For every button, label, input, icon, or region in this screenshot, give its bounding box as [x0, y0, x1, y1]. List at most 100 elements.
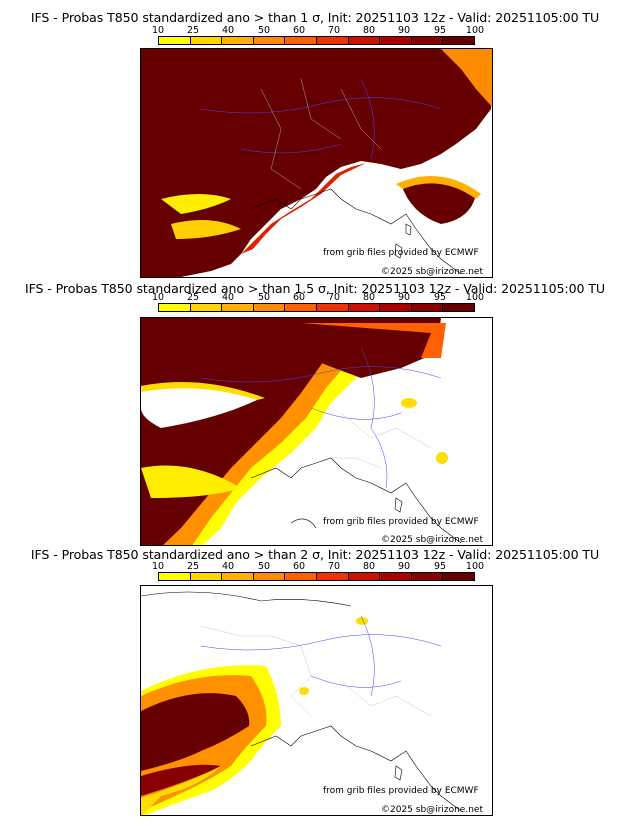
colorbar-segment	[253, 573, 286, 580]
tick-label: 40	[221, 561, 235, 572]
credit-copyright: ©2025 sb@irizone.net	[381, 267, 483, 277]
tick-label: 90	[397, 292, 411, 303]
tick-label: 95	[433, 561, 447, 572]
tick-label: 100	[465, 25, 485, 36]
colorbar-segment	[159, 37, 191, 44]
prob-field-islands	[161, 194, 231, 214]
colorbar-segment	[348, 304, 381, 311]
tick-label: 60	[292, 561, 306, 572]
panel-1-colorbar-ticks: 10 25 40 50 60 70 80 90 95 100	[152, 25, 484, 36]
colorbar-segment	[285, 573, 317, 580]
rivers	[200, 347, 442, 489]
tick-label: 50	[257, 25, 271, 36]
tick-label: 25	[186, 25, 200, 36]
panel-1-map: from grib files provided by ECMWF ©2025 …	[140, 48, 493, 278]
tick-label: 90	[397, 561, 411, 572]
colorbar-segment	[348, 573, 381, 580]
prob-field-corner	[441, 49, 492, 107]
tick-label: 80	[362, 292, 376, 303]
coastlines	[250, 188, 462, 275]
credit-source: from grib files provided by ECMWF	[323, 248, 479, 258]
tick-label: 60	[292, 25, 306, 36]
tick-label: 10	[151, 292, 165, 303]
tick-label: 100	[465, 561, 485, 572]
coastlines	[141, 591, 462, 812]
tick-label: 80	[362, 561, 376, 572]
panel-2-title: IFS - Probas T850 standardized ano > tha…	[24, 281, 606, 296]
prob-field-gap-rim	[141, 382, 265, 400]
prob-field-band-dark	[141, 693, 250, 771]
tick-label: 90	[397, 25, 411, 36]
colorbar-segment	[348, 37, 381, 44]
tick-label: 10	[151, 25, 165, 36]
colorbar-segment	[411, 573, 444, 580]
colorbar-segment	[443, 37, 474, 44]
colorbar-segment	[285, 304, 317, 311]
tick-label: 95	[433, 292, 447, 303]
prob-field-gap	[141, 384, 261, 428]
colorbar-segment	[159, 304, 191, 311]
colorbar-segment	[411, 37, 444, 44]
panel-3-colorbar	[158, 572, 475, 581]
colorbar-segment	[159, 573, 191, 580]
prob-field-spot	[356, 617, 368, 625]
tick-label: 10	[151, 561, 165, 572]
prob-field-90	[141, 49, 492, 277]
rivers	[200, 78, 442, 160]
tick-label: 25	[186, 561, 200, 572]
panel-2-colorbar	[158, 303, 475, 312]
coastlines	[250, 457, 462, 544]
colorbar-segment	[316, 304, 349, 311]
colorbar-segment	[253, 37, 286, 44]
colorbar-segment	[443, 573, 474, 580]
prob-field-south	[141, 465, 241, 498]
borders	[331, 412, 432, 469]
credit-copyright: ©2025 sb@irizone.net	[381, 535, 483, 545]
panel-3-colorbar-ticks: 10 25 40 50 60 70 80 90 95 100	[152, 561, 484, 572]
panel-3-map: from grib files provided by ECMWF ©2025 …	[140, 585, 493, 816]
colorbar-segment	[190, 304, 223, 311]
prob-field-spot	[436, 452, 448, 464]
tick-label: 50	[257, 292, 271, 303]
tick-label: 70	[327, 292, 341, 303]
colorbar-segment	[380, 573, 412, 580]
borders	[260, 78, 382, 190]
colorbar-segment	[443, 304, 474, 311]
tick-label: 70	[327, 561, 341, 572]
credit-source: from grib files provided by ECMWF	[323, 786, 479, 796]
panel-1-title: IFS - Probas T850 standardized ano > tha…	[30, 10, 600, 25]
prob-field-spot	[299, 687, 309, 695]
rivers	[200, 615, 442, 697]
panel-3-title: IFS - Probas T850 standardized ano > tha…	[30, 547, 600, 562]
tick-label: 40	[221, 25, 235, 36]
tick-label: 25	[186, 292, 200, 303]
colorbar-segment	[222, 37, 254, 44]
colorbar-segment	[190, 573, 223, 580]
prob-field-south	[141, 764, 221, 796]
colorbar-segment	[190, 37, 223, 44]
colorbar-segment	[285, 37, 317, 44]
tick-label: 40	[221, 292, 235, 303]
prob-field-south-rim	[141, 766, 221, 815]
colorbar-segment	[316, 573, 349, 580]
prob-field-edge	[241, 163, 366, 254]
tick-label: 80	[362, 25, 376, 36]
colorbar-segment	[316, 37, 349, 44]
tick-label: 60	[292, 292, 306, 303]
tick-label: 100	[465, 292, 485, 303]
panel-2-colorbar-ticks: 10 25 40 50 60 70 80 90 95 100	[152, 292, 484, 303]
prob-field-islands	[171, 220, 241, 239]
colorbar-segment	[222, 573, 254, 580]
colorbar-segment	[380, 37, 412, 44]
credit-source: from grib files provided by ECMWF	[323, 517, 479, 527]
prob-field-east	[401, 178, 476, 224]
prob-field-spot	[401, 398, 417, 408]
prob-field-north	[311, 318, 441, 378]
colorbar-segment	[222, 304, 254, 311]
tick-label: 95	[433, 25, 447, 36]
credit-copyright: ©2025 sb@irizone.net	[381, 805, 483, 815]
prob-field-east-edge	[396, 176, 481, 199]
panel-1-colorbar	[158, 36, 475, 45]
colorbar-segment	[253, 304, 286, 311]
panel-2-map: from grib files provided by ECMWF ©2025 …	[140, 317, 493, 546]
